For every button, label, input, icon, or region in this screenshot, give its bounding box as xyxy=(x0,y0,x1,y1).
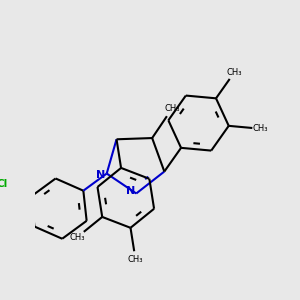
Text: CH₃: CH₃ xyxy=(128,255,143,264)
Text: N: N xyxy=(126,186,135,197)
Text: CH₃: CH₃ xyxy=(227,68,242,76)
Text: CH₃: CH₃ xyxy=(253,124,268,133)
Text: N: N xyxy=(95,170,105,180)
Text: CH₃: CH₃ xyxy=(164,104,180,113)
Text: CH₃: CH₃ xyxy=(70,233,85,242)
Text: Cl: Cl xyxy=(0,179,8,189)
